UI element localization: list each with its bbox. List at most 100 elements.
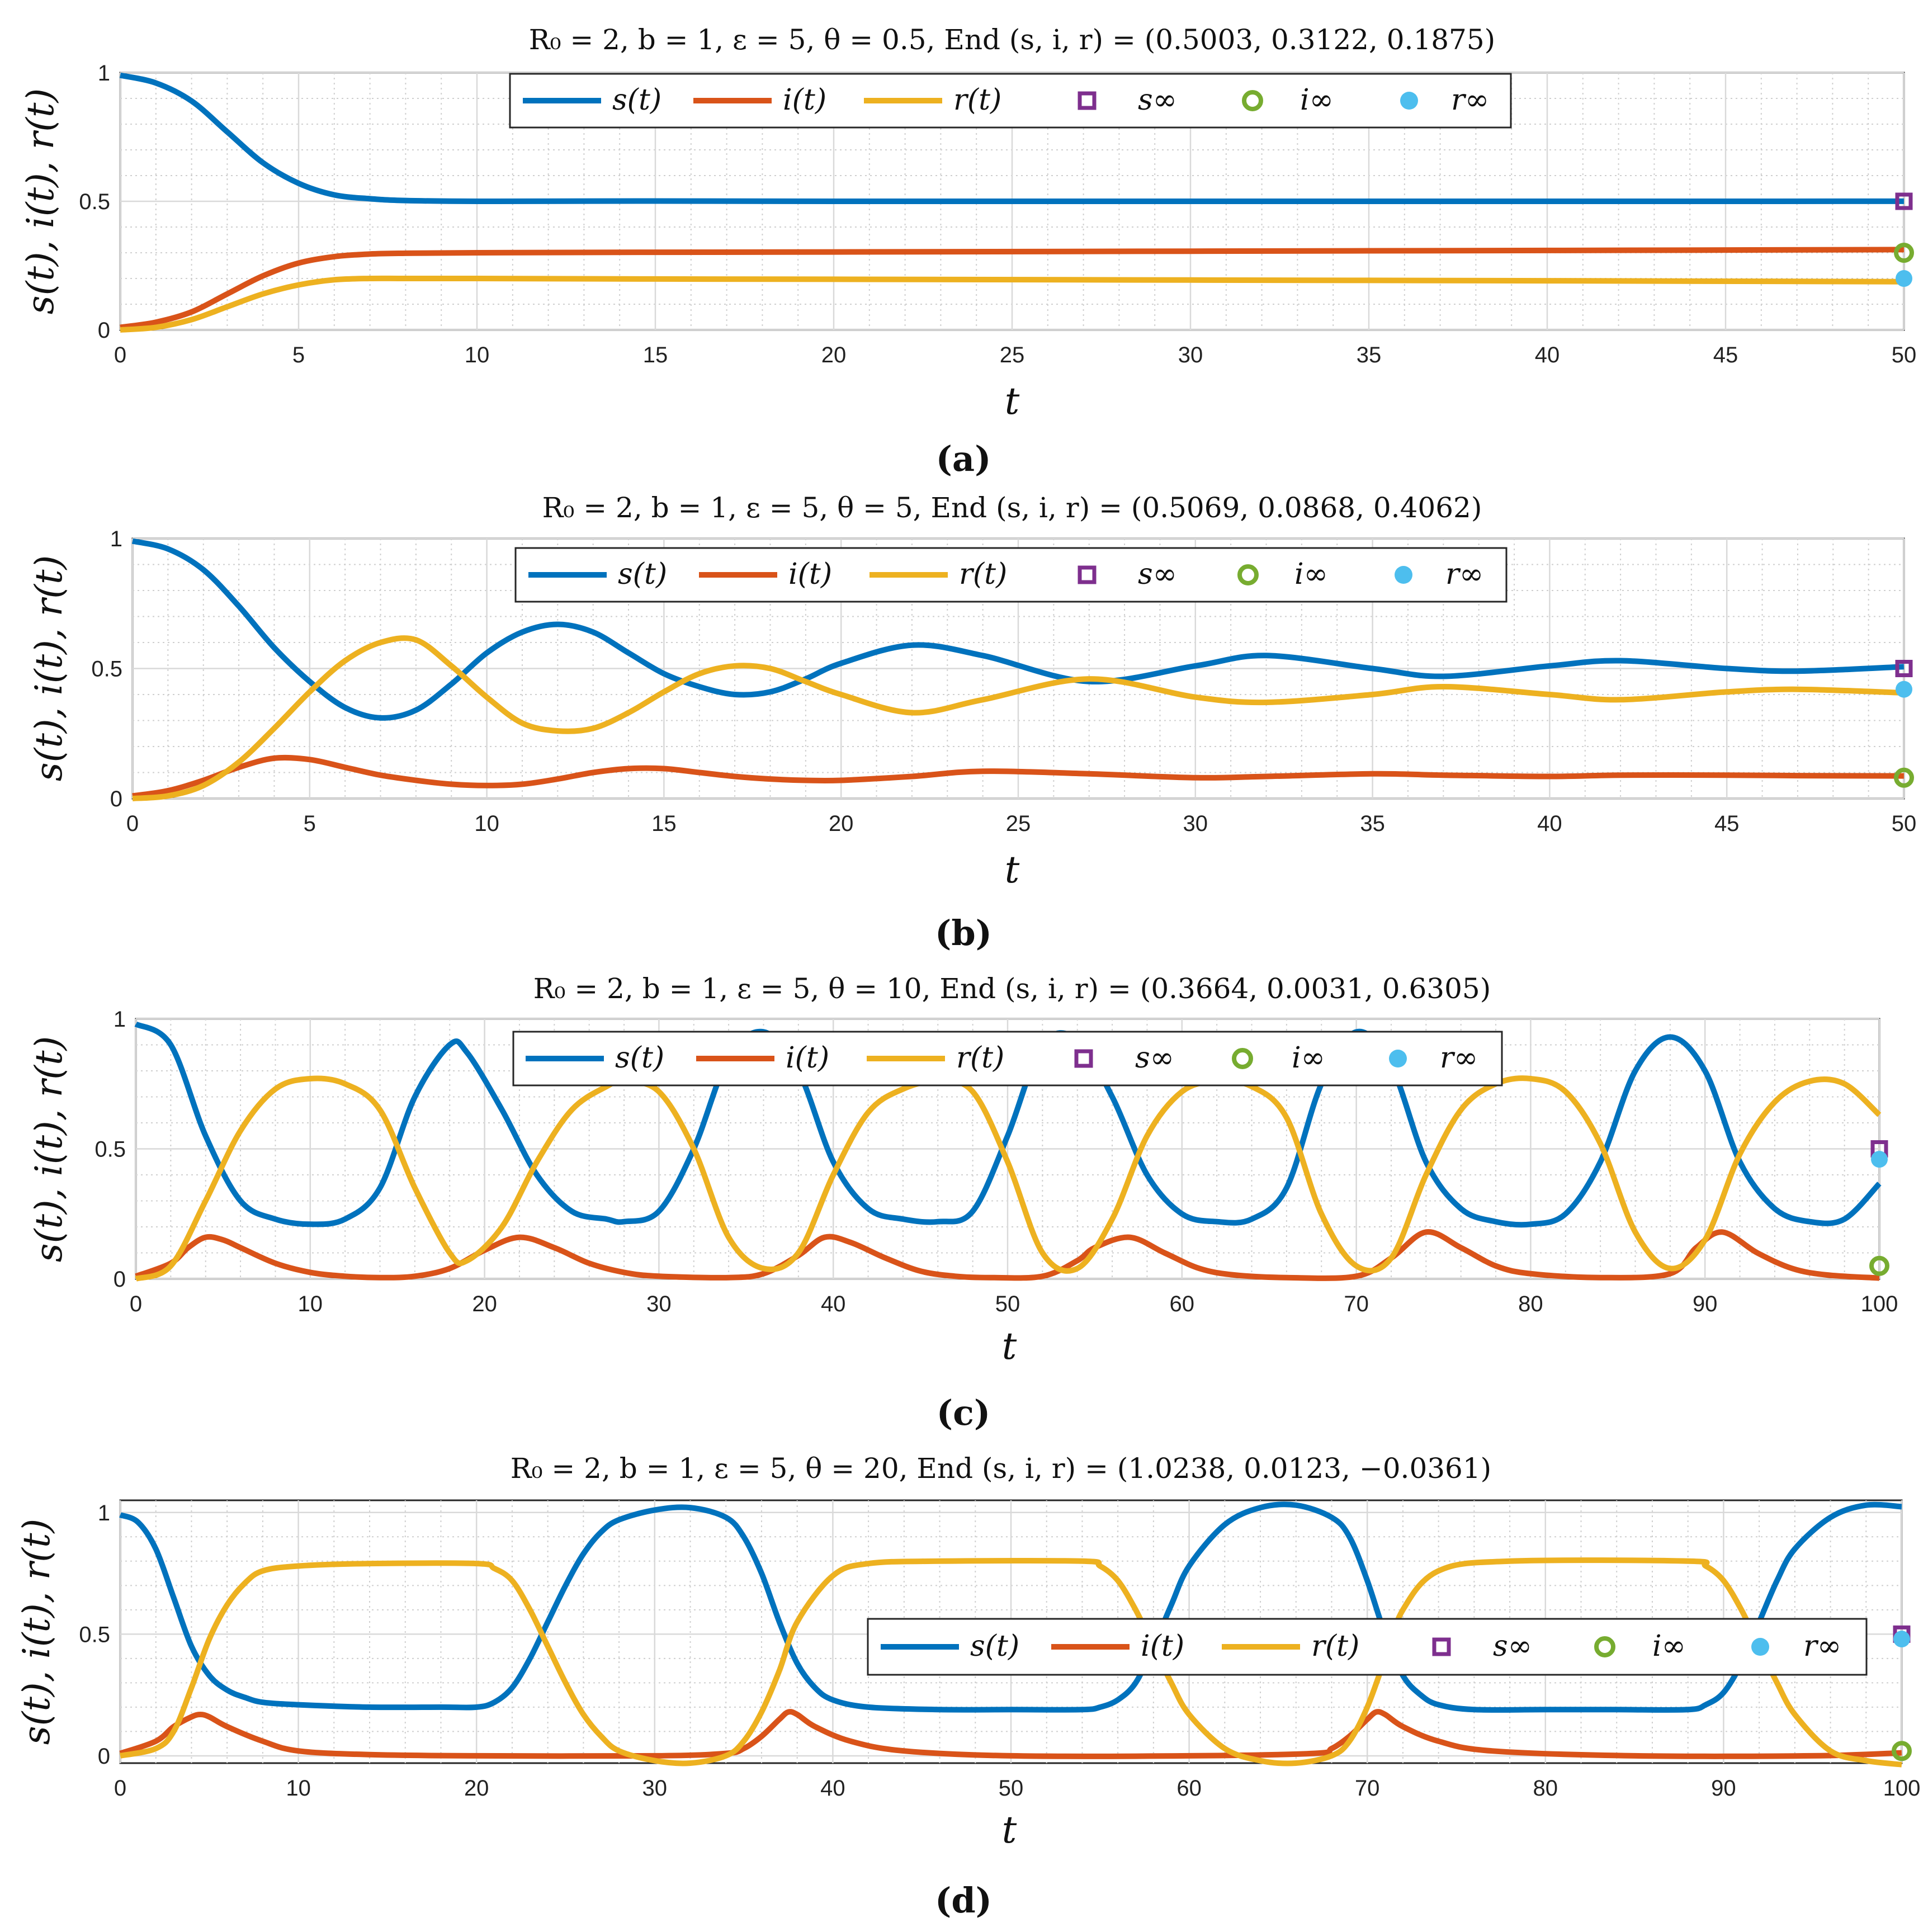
panel-a-s-line bbox=[119, 72, 1905, 205]
legend-s-label: s(t) bbox=[970, 1629, 1019, 1663]
panel-d-ylabel: s(t), i(t), r(t) bbox=[15, 1519, 58, 1745]
panel-a-ytick: 0 bbox=[98, 318, 110, 343]
panel-c-xtick: 100 bbox=[1861, 1292, 1898, 1316]
panel-d-i-line bbox=[119, 1709, 1902, 1759]
legend-r-inf-label: r∞ bbox=[1451, 83, 1489, 117]
panel-c-r-inf-marker bbox=[1871, 1151, 1888, 1168]
panel-a-legend: s(t) i(t) r(t) s∞ i∞ r∞ bbox=[509, 73, 1512, 129]
panel-c-label: (c) bbox=[937, 1392, 990, 1433]
legend-i-inf-label: i∞ bbox=[1652, 1629, 1686, 1663]
panel-c-title: R₀ = 2, b = 1, ε = 5, θ = 10, End (s, i,… bbox=[533, 972, 1491, 1005]
panel-b-ytick: 0.5 bbox=[91, 657, 122, 682]
legend-i-inf-label: i∞ bbox=[1294, 558, 1328, 591]
panel-a-ylabel: s(t), i(t), r(t) bbox=[19, 88, 62, 315]
panel-d-xtick: 70 bbox=[1355, 1776, 1380, 1801]
legend-r-inf-label: r∞ bbox=[1440, 1041, 1478, 1075]
panel-a-i-inf-marker bbox=[1894, 243, 1914, 263]
legend-s-inf-marker bbox=[1078, 565, 1097, 584]
panel-d-s-line bbox=[119, 1501, 1902, 1713]
panel-c: R₀ = 2, b = 1, ε = 5, θ = 10, End (s, i,… bbox=[27, 972, 1898, 1433]
panel-b-xtick: 15 bbox=[651, 811, 677, 836]
panel-c-lines bbox=[134, 1021, 1882, 1282]
legend-r-inf-label: r∞ bbox=[1803, 1629, 1841, 1663]
panel-a-xlabel: t bbox=[1005, 380, 1020, 423]
legend-i-label: i(t) bbox=[783, 83, 826, 117]
panel-d-xtick: 30 bbox=[642, 1776, 668, 1801]
panel-d-yticks: 0 0.5 1 bbox=[79, 1501, 110, 1769]
panel-c-ytick: 0.5 bbox=[94, 1137, 126, 1162]
panel-a-xtick: 15 bbox=[643, 343, 668, 367]
panel-b-r-line bbox=[132, 635, 1905, 801]
panel-c-ytick: 1 bbox=[114, 1007, 126, 1032]
panel-b-xtick: 30 bbox=[1183, 811, 1208, 836]
panel-a-ytick: 0.5 bbox=[79, 190, 110, 214]
panel-d: R₀ = 2, b = 1, ε = 5, θ = 20, End (s, i,… bbox=[15, 1452, 1920, 1921]
panel-a-ytick: 1 bbox=[98, 61, 110, 86]
panel-b-xtick: 25 bbox=[1006, 811, 1031, 836]
panel-c-r-line bbox=[135, 1075, 1882, 1282]
legend-s-inf-marker bbox=[1078, 91, 1097, 110]
legend-s-label: s(t) bbox=[612, 83, 661, 117]
panel-b-xtick: 45 bbox=[1714, 811, 1740, 836]
panel-c-xtick: 90 bbox=[1693, 1292, 1718, 1316]
panel-b-ylabel: s(t), i(t), r(t) bbox=[27, 555, 70, 782]
legend-i-inf-marker bbox=[1237, 564, 1259, 585]
legend-i-label: i(t) bbox=[788, 558, 832, 591]
panel-d-title: R₀ = 2, b = 1, ε = 5, θ = 20, End (s, i,… bbox=[511, 1452, 1491, 1485]
panel-b-xticks: 0 5 10 15 20 25 30 35 40 45 50 bbox=[126, 811, 1916, 836]
panel-b-s-inf-marker bbox=[1895, 660, 1913, 677]
panel-c-xtick: 10 bbox=[298, 1292, 323, 1316]
panel-c-xtick: 30 bbox=[646, 1292, 672, 1316]
legend-r-label: r(t) bbox=[1311, 1629, 1359, 1663]
panel-a-xtick: 20 bbox=[821, 343, 847, 367]
panel-d-xticks: 0 10 20 30 40 50 60 70 80 90 100 bbox=[114, 1776, 1921, 1801]
panel-b-i-line bbox=[132, 754, 1905, 799]
panel-b-ytick: 1 bbox=[110, 527, 122, 551]
panel-a-xticks: 0 5 10 15 20 25 30 35 40 45 50 bbox=[114, 343, 1916, 367]
panel-a-xtick: 45 bbox=[1713, 343, 1738, 367]
panel-b-ytick: 0 bbox=[110, 787, 122, 811]
legend-r-inf-marker bbox=[1751, 1638, 1769, 1656]
panel-b-yticks: 0 0.5 1 bbox=[91, 527, 122, 811]
panel-b-label: (b) bbox=[935, 913, 992, 953]
panel-b-xtick: 35 bbox=[1360, 811, 1385, 836]
panel-a-xtick: 50 bbox=[1892, 343, 1917, 367]
panel-c-xtick: 80 bbox=[1518, 1292, 1543, 1316]
panel-c-xtick: 70 bbox=[1344, 1292, 1369, 1316]
legend-r-inf-label: r∞ bbox=[1445, 558, 1483, 591]
panel-d-r-line bbox=[120, 1557, 1902, 1768]
panel-d-plot: 0 10 20 30 40 50 60 70 80 90 100 0 0.5 1… bbox=[15, 1499, 1921, 1851]
panel-d-ytick: 0.5 bbox=[79, 1622, 110, 1647]
panel-a-xtick: 0 bbox=[114, 343, 126, 367]
panel-a-plot: 0 5 10 15 20 25 30 35 40 45 50 0 0.5 1 t… bbox=[19, 61, 1916, 423]
panel-c-i-line bbox=[135, 1229, 1880, 1281]
panel-d-legend-box bbox=[867, 1618, 1868, 1676]
panel-a-yticks: 0 0.5 1 bbox=[79, 61, 110, 343]
panel-c-xtick: 60 bbox=[1170, 1292, 1195, 1316]
legend-i-inf-marker bbox=[1594, 1636, 1615, 1657]
panel-c-legend-box bbox=[512, 1031, 1503, 1087]
panel-b: R₀ = 2, b = 1, ε = 5, θ = 5, End (s, i, … bbox=[27, 492, 1916, 953]
panel-b-xtick: 0 bbox=[126, 811, 139, 836]
panel-b-plot: 0 5 10 15 20 25 30 35 40 45 50 0 0.5 1 t… bbox=[27, 527, 1916, 891]
panel-a-lines bbox=[119, 72, 1905, 333]
legend-i-label: i(t) bbox=[1141, 1629, 1184, 1663]
panel-d-lines bbox=[119, 1501, 1902, 1768]
panel-b-lines bbox=[131, 538, 1905, 801]
legend-s-inf-label: s∞ bbox=[1138, 558, 1177, 591]
legend-r-inf-marker bbox=[1400, 92, 1418, 110]
panel-c-ylabel: s(t), i(t), r(t) bbox=[27, 1036, 70, 1263]
panel-c-ytick: 0 bbox=[114, 1267, 126, 1292]
legend-i-inf-marker bbox=[1232, 1048, 1253, 1069]
legend-s-inf-marker bbox=[1074, 1049, 1093, 1068]
panel-d-ytick: 1 bbox=[98, 1501, 110, 1525]
panel-d-xtick: 80 bbox=[1533, 1776, 1558, 1801]
panel-d-ytick: 0 bbox=[98, 1744, 110, 1769]
legend-r-label: r(t) bbox=[956, 1041, 1004, 1075]
panel-a-i-line bbox=[120, 247, 1905, 330]
panel-a-s-inf-marker bbox=[1895, 192, 1913, 210]
legend-r-inf-marker bbox=[1395, 566, 1412, 584]
legend-i-inf-label: i∞ bbox=[1292, 1041, 1325, 1075]
panel-a-xtick: 30 bbox=[1178, 343, 1203, 367]
